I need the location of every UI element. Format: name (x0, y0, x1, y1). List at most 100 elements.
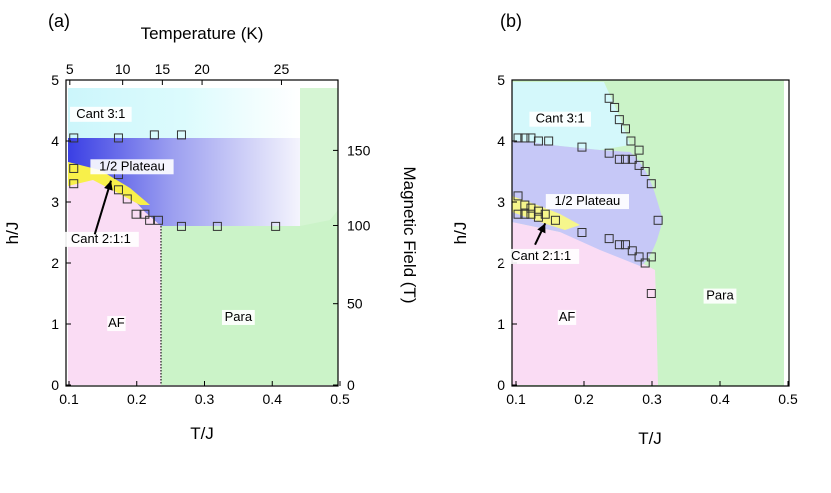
data-point (145, 215, 155, 225)
right-tick-label: 50 (347, 296, 363, 312)
data-point (604, 234, 614, 244)
data-point (544, 136, 554, 146)
x-tick-label: 0.1 (506, 391, 526, 407)
data-point (140, 209, 150, 219)
region-label-cant-3-1: Cant 3:1 (536, 111, 585, 126)
arrow-line (93, 180, 112, 235)
top-tick-label: 15 (155, 61, 171, 77)
region-label-cant-2-1-1: Cant 2:1:1 (511, 248, 571, 263)
panel-b-frame (511, 79, 790, 387)
region-label-1-2-plateau: 1/2 Plateau (99, 158, 165, 173)
data-point (614, 154, 624, 164)
region-label-para: Para (225, 309, 253, 324)
panel-b-ylabel: h/J (451, 222, 470, 245)
data-point (153, 215, 163, 225)
panel-a-xlabel: T/J (190, 424, 214, 443)
region-label-bg (503, 248, 580, 264)
data-point (577, 228, 587, 237)
region-label-bg (703, 288, 737, 304)
data-point (212, 221, 222, 231)
data-point (69, 163, 79, 173)
x-tick-label: 0.2 (127, 391, 147, 407)
x-tick-label: 0.4 (710, 391, 730, 407)
panel-b-labels: AF Para 1/2 Plateau Cant 3:1 Cant 2:1:1 (503, 111, 737, 325)
data-point (526, 203, 536, 213)
y-tick-label: 2 (51, 255, 59, 271)
x-tick-label: 0.3 (642, 391, 662, 407)
region-label-para: Para (706, 288, 734, 303)
data-point (614, 240, 624, 250)
panel-a-right-axis-title: Magnetic Field (T) (400, 167, 419, 304)
data-point (533, 206, 543, 216)
x-tick-label: 0.1 (59, 391, 79, 407)
data-point (533, 212, 543, 222)
data-point (627, 246, 637, 256)
right-tick-label: 150 (347, 142, 371, 158)
x-tick-label: 0.4 (263, 391, 283, 407)
data-point (626, 136, 636, 146)
region-label-1-2-plateau: 1/2 Plateau (555, 193, 621, 208)
top-tick-label: 5 (66, 61, 74, 77)
x-tick-label: 0.5 (330, 391, 350, 407)
panel-a-labels: AF Para 1/2 Plateau Cant 3:1 Cant 2:1:1 (62, 106, 255, 332)
data-point (550, 215, 560, 225)
y-tick-label: 0 (497, 377, 505, 393)
y-tick-label: 1 (497, 316, 505, 332)
y-tick-label: 4 (497, 133, 505, 149)
x-tick-label: 0.5 (778, 391, 798, 407)
data-point (646, 179, 656, 189)
region-label-bg (557, 309, 577, 325)
region-label-cant-2-1-1: Cant 2:1:1 (71, 231, 131, 246)
data-point (69, 179, 79, 189)
data-point (610, 102, 620, 112)
data-point (620, 154, 630, 164)
data-point (604, 148, 614, 158)
data-point (540, 209, 550, 219)
data-point (627, 154, 637, 164)
y-tick-label: 0 (51, 377, 59, 393)
data-point (271, 221, 281, 231)
top-tick-label: 20 (194, 61, 210, 77)
data-point (646, 252, 656, 262)
panel-a-region-af (68, 178, 161, 385)
y-tick-label: 4 (51, 133, 59, 149)
top-tick-label: 25 (274, 61, 290, 77)
panel-a-label: (a) (48, 11, 70, 31)
data-point (620, 124, 630, 134)
y-tick-label: 1 (51, 316, 59, 332)
data-point (526, 209, 536, 219)
data-point (520, 200, 530, 210)
arrow-head (104, 180, 113, 191)
region-label-bg (221, 309, 255, 325)
data-point (614, 115, 624, 125)
right-tick-label: 0 (347, 377, 355, 393)
data-point (577, 142, 587, 152)
region-label-bg (107, 316, 126, 332)
data-point (176, 130, 186, 140)
right-tick-label: 100 (347, 217, 371, 233)
y-tick-label: 3 (51, 194, 59, 210)
y-tick-label: 3 (497, 194, 505, 210)
data-point (640, 258, 650, 268)
data-point (653, 215, 663, 225)
panel-b-label: (b) (500, 11, 522, 31)
data-point (526, 133, 536, 143)
x-tick-label: 0.3 (195, 391, 215, 407)
data-point (131, 209, 141, 219)
data-point (646, 289, 656, 298)
y-tick-label: 2 (497, 255, 505, 271)
panel-a-points (69, 130, 281, 231)
arrow-head (537, 223, 546, 234)
data-point (113, 133, 123, 143)
data-point (520, 209, 530, 219)
data-point (640, 167, 650, 176)
panel-a-ylabel: h/J (3, 222, 22, 245)
data-point (69, 133, 79, 143)
panel-a-region-para-upper (290, 88, 338, 226)
region-label-bg (90, 159, 174, 175)
region-label-bg (62, 231, 139, 247)
region-label-bg (545, 194, 629, 210)
data-point (604, 93, 614, 103)
